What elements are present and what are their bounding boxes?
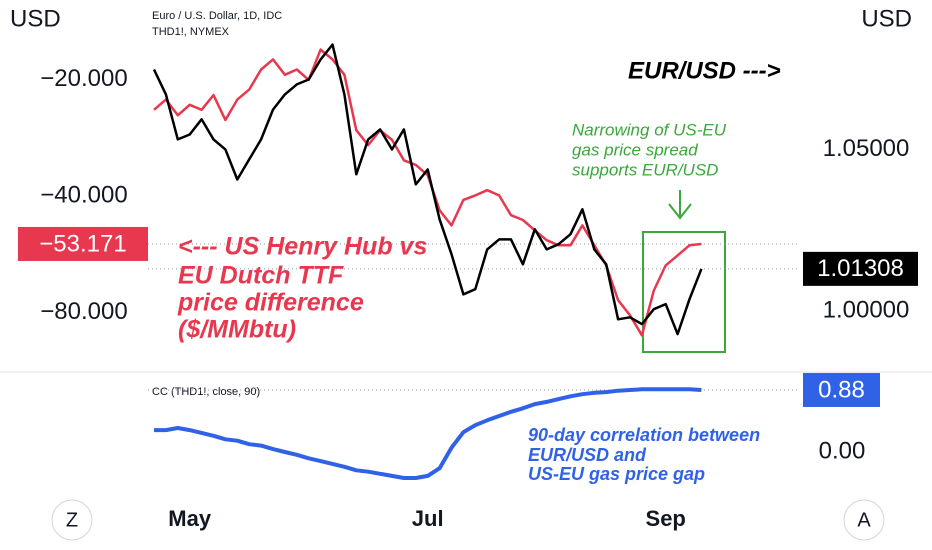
annotation: EU Dutch TTF <box>178 262 344 290</box>
annotation: ($/MMbtu) <box>178 316 296 344</box>
annotation: <--- US Henry Hub vs <box>178 233 427 261</box>
y2-tick-label: 1.00000 <box>823 297 910 324</box>
last-value-label: 0.88 <box>818 376 865 403</box>
button[interactable]: A <box>843 499 885 541</box>
button[interactable]: Z <box>51 499 93 541</box>
button-label[interactable]: A <box>857 509 871 531</box>
x-tick-label: May <box>168 506 212 531</box>
y-tick-label: 0.00 <box>819 437 866 464</box>
y-tick-label: −40.000 <box>40 182 127 209</box>
y-tick-label: −80.000 <box>40 298 127 325</box>
last-value-label: −53.171 <box>39 230 126 257</box>
pane-title: CC (THD1!, close, 90) <box>152 386 260 398</box>
series-line <box>152 43 703 336</box>
y2-axis-label: USD <box>861 5 912 32</box>
annotation: gas price spread <box>572 140 698 159</box>
y-tick-label: −20.000 <box>40 65 127 92</box>
x-tick-label: Sep <box>646 506 686 531</box>
annotation: 90-day correlation between <box>528 425 760 445</box>
annotation-arrow <box>668 190 692 220</box>
annotation: supports EUR/USD <box>572 160 718 179</box>
button-circle[interactable] <box>843 499 885 541</box>
last-value-badge <box>18 226 148 261</box>
chart-title: Euro / U.S. Dollar, 1D, IDC <box>152 10 282 22</box>
last-value-badge <box>803 251 918 286</box>
button-circle[interactable] <box>51 499 93 541</box>
chart-subtitle: THD1!, NYMEX <box>152 26 230 38</box>
annotation: EUR/USD and <box>528 445 647 465</box>
annotation: EUR/USD ---> <box>628 57 781 84</box>
annotation: US-EU gas price gap <box>528 464 705 484</box>
annotation: Narrowing of US-EU <box>572 120 727 139</box>
series-line <box>154 387 702 480</box>
button-label[interactable]: Z <box>66 509 78 531</box>
last-value-badge <box>803 372 880 407</box>
annotation: price difference <box>177 289 364 317</box>
highlight-box <box>642 231 726 353</box>
y2-tick-label: 1.05000 <box>823 135 910 162</box>
y-axis-label: USD <box>10 5 61 32</box>
x-tick-label: Jul <box>412 506 444 531</box>
last-value-label: 1.01308 <box>817 255 904 282</box>
